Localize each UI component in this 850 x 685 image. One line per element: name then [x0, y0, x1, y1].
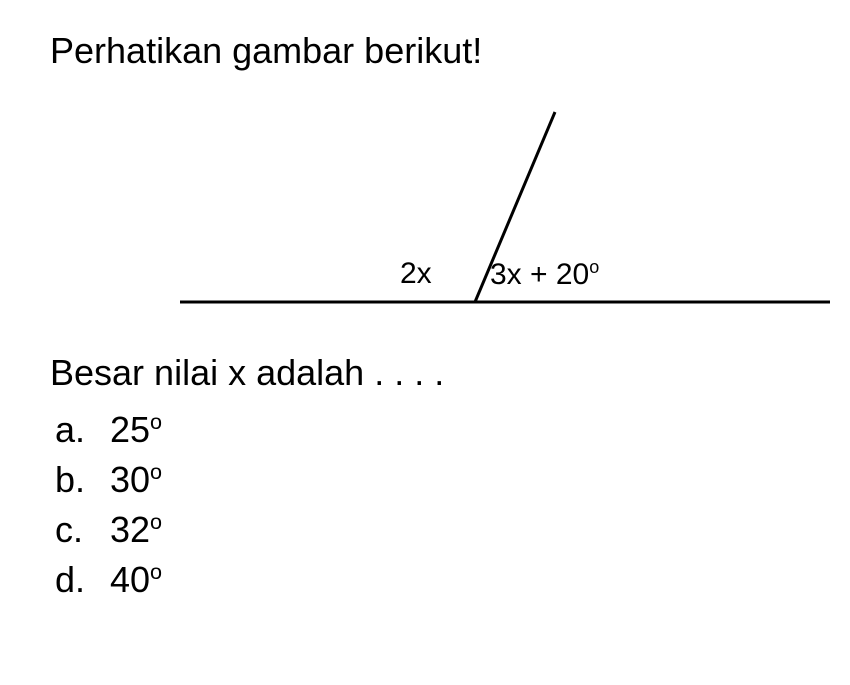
right-angle-label: 3x + 20o — [490, 257, 599, 292]
options-list: a. 25o b. 30o c. 32o d. 40o — [50, 409, 820, 601]
option-number: 40 — [110, 559, 150, 600]
degree-symbol: o — [150, 559, 162, 584]
diagram-svg — [150, 92, 850, 332]
option-letter: b. — [55, 459, 110, 501]
option-number: 25 — [110, 409, 150, 450]
left-angle-label: 2x — [400, 257, 432, 291]
option-letter: c. — [55, 509, 110, 551]
option-letter: d. — [55, 559, 110, 601]
option-value: 30o — [110, 459, 162, 501]
option-letter: a. — [55, 409, 110, 451]
degree-symbol: o — [150, 459, 162, 484]
option-value: 32o — [110, 509, 162, 551]
option-d: d. 40o — [55, 559, 820, 601]
option-b: b. 30o — [55, 459, 820, 501]
option-c: c. 32o — [55, 509, 820, 551]
question-prompt: Besar nilai x adalah . . . . — [50, 352, 820, 394]
degree-symbol: o — [150, 409, 162, 434]
option-number: 32 — [110, 509, 150, 550]
angle-diagram: 2x 3x + 20o — [150, 92, 850, 332]
degree-symbol: o — [589, 257, 599, 277]
option-value: 40o — [110, 559, 162, 601]
degree-symbol: o — [150, 509, 162, 534]
option-a: a. 25o — [55, 409, 820, 451]
option-number: 30 — [110, 459, 150, 500]
question-instruction: Perhatikan gambar berikut! — [50, 30, 820, 72]
option-value: 25o — [110, 409, 162, 451]
right-angle-expression: 3x + 20 — [490, 258, 589, 291]
